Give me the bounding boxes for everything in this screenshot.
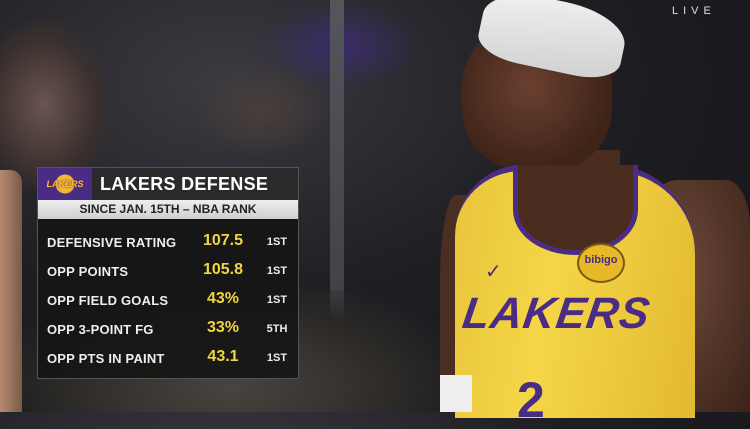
stat-row: OPP POINTS 105.8 1ST xyxy=(38,260,298,282)
live-indicator: LIVE xyxy=(672,5,716,17)
stat-row: DEFENSIVE RATING 107.5 1ST xyxy=(38,231,298,253)
stat-row: OPP FIELD GOALS 43% 1ST xyxy=(38,289,298,311)
stats-graphic: LAKERS LAKERS DEFENSE SINCE JAN. 15TH – … xyxy=(37,167,299,379)
graphic-subtitle: SINCE JAN. 15TH – NBA RANK xyxy=(38,200,298,219)
nike-swoosh-icon: ✓ xyxy=(485,259,502,283)
stat-value: 33% xyxy=(206,319,240,336)
sponsor-patch: bibigo xyxy=(577,243,625,283)
jersey-number: 2 xyxy=(517,372,545,428)
stat-rank: 1ST xyxy=(266,265,288,277)
stat-row: OPP 3-POINT FG 33% 5TH xyxy=(38,318,298,340)
jersey-collar xyxy=(513,165,638,255)
stat-value: 105.8 xyxy=(202,261,244,278)
jersey-wordmark: LAKERS xyxy=(459,289,654,338)
stat-rank: 1ST xyxy=(266,236,288,248)
stat-label: OPP PTS IN PAINT xyxy=(47,351,165,366)
basketball-icon: LAKERS xyxy=(45,173,85,195)
stat-row: OPP PTS IN PAINT 43.1 1ST xyxy=(38,347,298,369)
graphic-title: LAKERS DEFENSE xyxy=(100,174,269,194)
graphic-header: LAKERS LAKERS DEFENSE xyxy=(38,168,298,200)
stat-value: 43% xyxy=(206,290,240,307)
stat-label: DEFENSIVE RATING xyxy=(47,235,177,250)
stat-label: OPP FIELD GOALS xyxy=(47,293,169,308)
stat-rank: 1ST xyxy=(266,294,288,306)
wristband xyxy=(440,375,472,412)
stat-label: OPP POINTS xyxy=(47,264,129,279)
stat-rank: 1ST xyxy=(266,352,288,364)
background-crowd xyxy=(0,20,110,190)
stat-value: 107.5 xyxy=(202,232,244,249)
stat-rank: 5TH xyxy=(266,323,288,335)
foreground-arm xyxy=(0,170,22,412)
stat-value: 43.1 xyxy=(207,348,239,365)
lakers-logo: LAKERS xyxy=(38,168,92,200)
player-jersey: ✓ bibigo LAKERS 2 xyxy=(455,165,695,428)
stat-label: OPP 3-POINT FG xyxy=(47,322,154,337)
